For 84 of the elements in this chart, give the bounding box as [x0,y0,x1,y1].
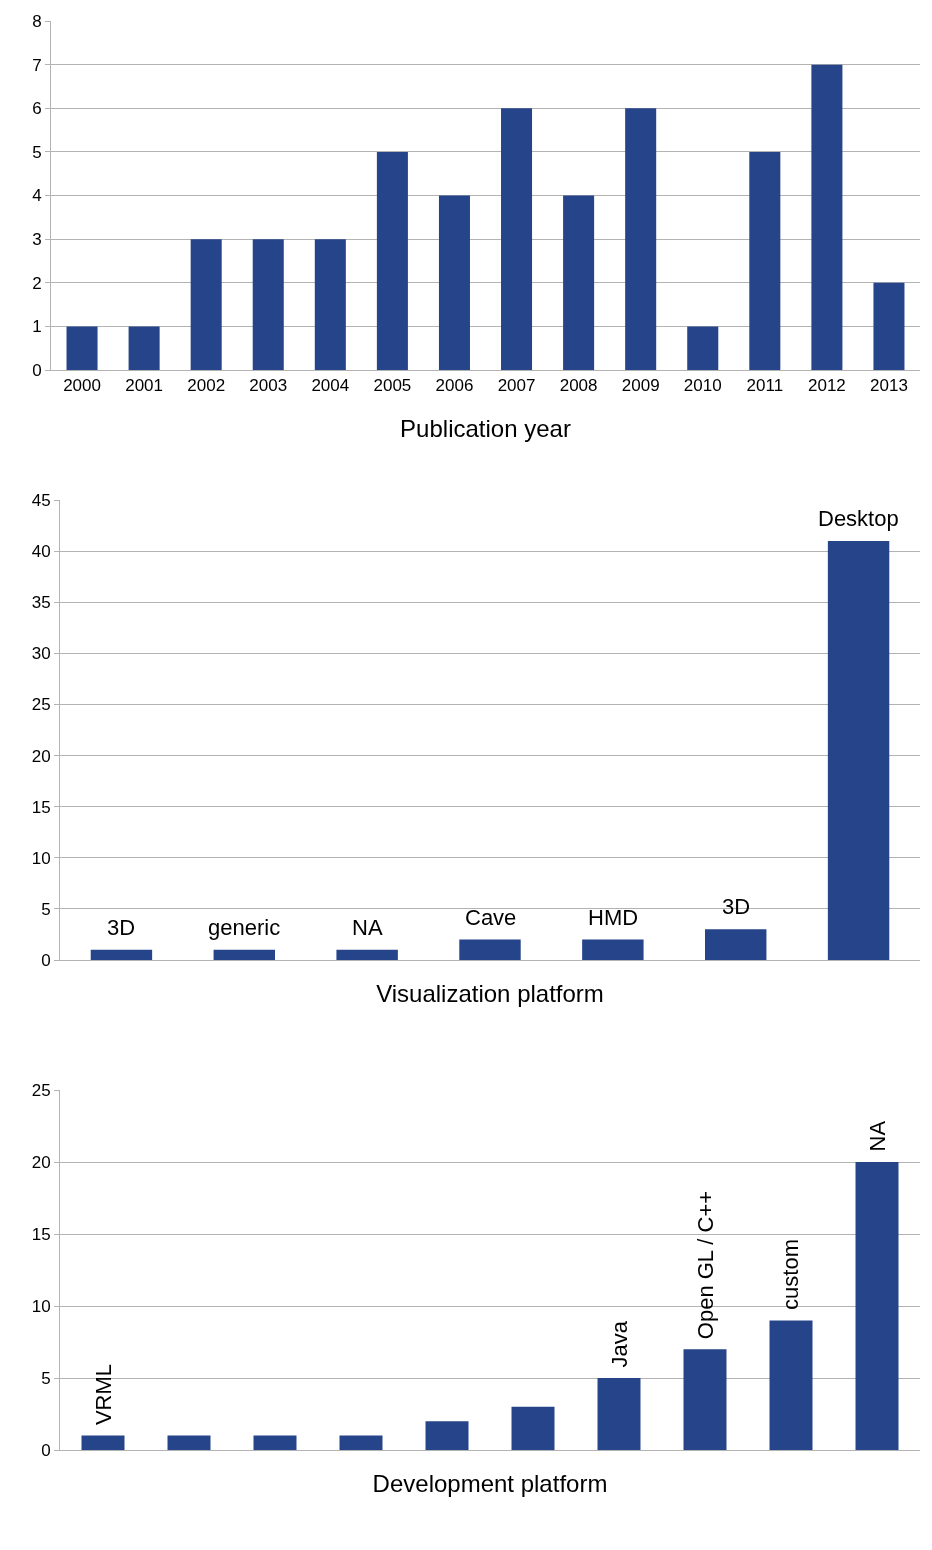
y-tick-label: 15 [31,1224,51,1244]
bar [90,949,153,960]
bar [687,326,719,370]
y-tick-label: 25 [31,695,51,715]
x-tick-label: 2002 [187,376,226,396]
y-tick-label: 15 [31,797,51,817]
x-tick-label: 2001 [125,376,164,396]
x-tick-label: Open GL / C++ [692,1190,718,1340]
bar [769,1320,813,1450]
y-tick-label: 35 [31,593,51,613]
bar [459,939,521,960]
bar [705,929,767,960]
bar [81,1435,125,1450]
y-tick-label: 20 [31,1152,51,1172]
y-tick-label: 6 [32,99,42,119]
category-label: NA [352,915,383,940]
bar [827,540,890,960]
bar [425,1421,469,1450]
y-tick-label: 25 [31,1080,51,1100]
bar [683,1349,727,1450]
bar [511,1406,555,1450]
category-label: 3D [722,894,751,919]
category-label: Cave [465,905,517,930]
bar [213,949,275,960]
x-tick-label: 2006 [435,376,474,396]
bar [597,1378,641,1450]
category-label: Desktop [818,506,899,531]
bar [167,1435,211,1450]
bar [252,239,284,370]
x-tick-label: 2003 [249,376,288,396]
y-tick-label: 1 [32,317,42,337]
y-tick-label: 40 [31,542,51,562]
bar [66,326,98,370]
category-label: HMD [588,905,639,930]
bar [190,239,222,370]
bar [128,326,160,370]
y-tick-label: 4 [32,186,42,206]
bar [314,239,346,370]
y-tick-label: 5 [41,1368,51,1388]
bar [438,195,470,370]
y-tick-label: 5 [41,899,51,919]
category-label: 3D [107,915,136,940]
y-tick-label: 7 [32,55,42,75]
bar [855,1162,899,1450]
y-tick-label: 10 [31,848,51,868]
bar [336,949,398,960]
bar [339,1435,383,1450]
y-tick-label: 45 [31,490,51,510]
x-tick-label: 2013 [870,376,908,396]
x-axis-title: Publication year [400,414,571,442]
bar [501,108,533,370]
bar [625,108,657,370]
x-tick-label: 2009 [621,376,660,396]
x-tick-label: 2004 [311,376,350,396]
y-tick-label: 20 [31,746,51,766]
x-tick-label: 2010 [683,376,722,396]
y-tick-label: 3 [32,230,42,250]
y-tick-label: 5 [32,142,42,162]
y-tick-label: 0 [41,1440,51,1460]
x-tick-label: 2008 [559,376,598,396]
y-tick-label: 0 [32,360,42,380]
bar [873,282,905,370]
x-tick-label: VRML [90,1363,116,1426]
bar [811,64,843,370]
x-tick-label: custom [778,1238,804,1310]
x-tick-label: 2011 [746,376,784,396]
y-tick-label: 2 [32,273,42,293]
y-tick-label: 30 [31,644,51,664]
bar [749,151,781,370]
bar [253,1435,297,1450]
bar [582,939,644,960]
category-label: generic [208,915,281,940]
x-tick-label: 2007 [497,376,536,396]
y-tick-label: 0 [41,950,51,970]
bar [376,151,408,370]
x-tick-label: Java [606,1320,632,1368]
x-axis-title: Development platform [372,1470,608,1498]
x-tick-label: 2012 [807,376,846,396]
x-tick-label: 2000 [63,376,101,396]
y-tick-label: 8 [32,11,42,31]
y-tick-label: 10 [31,1296,51,1316]
x-tick-label: 2005 [373,376,412,396]
x-axis-title: Visualization platform [376,980,604,1008]
bar [563,195,595,370]
